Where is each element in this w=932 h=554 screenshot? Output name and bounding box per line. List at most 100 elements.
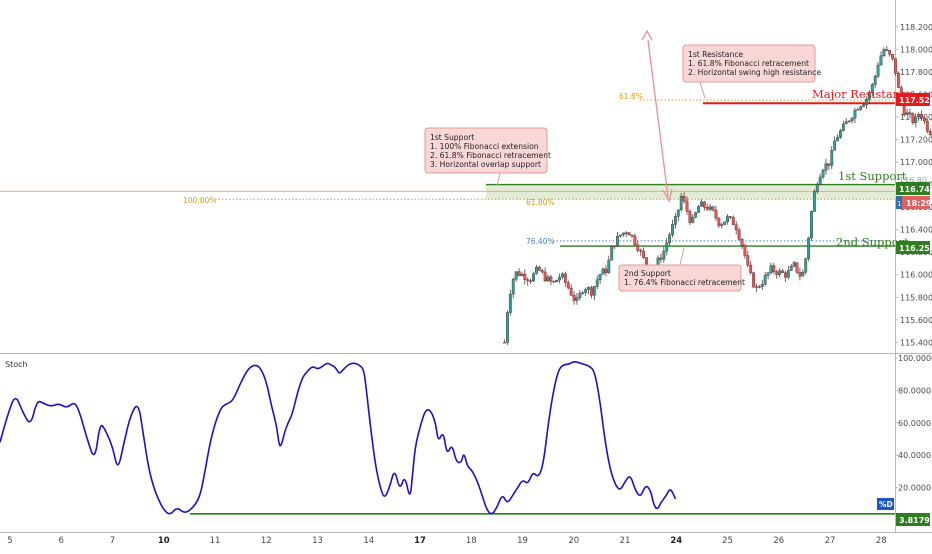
bearish-candle [752,273,754,287]
bullish-candle [761,284,763,286]
bullish-candle [755,287,757,288]
second-support-price-tag[interactable]: 116.254 [896,241,932,254]
major-resistance-price-tag[interactable]: 117.521 [896,93,932,106]
bearish-candle [689,211,691,222]
bearish-candle [570,288,572,295]
bullish-candle [521,274,523,276]
bullish-candle [692,217,694,222]
bearish-candle [912,114,914,123]
stoch-tick-label: 60.0000 [898,419,931,428]
bearish-candle [894,59,896,74]
bullish-candle [848,121,850,122]
resistance-note: 1st Resistance 1. 61.8% Fibonacci retrac… [683,45,821,82]
time-tick-label: 19 [517,536,528,546]
stoch-indicator-label[interactable]: Stoch [5,360,28,369]
bearish-candle [929,131,931,134]
bullish-candle [663,251,665,259]
bearish-candle [758,287,760,288]
price-tick-label: 115.800 [900,293,932,302]
bearish-candle [799,272,801,276]
bullish-candle [793,263,795,267]
bearish-candle [605,269,607,273]
bearish-candle [776,272,778,275]
fib-618-upper-label: 61.8% [619,92,643,101]
bearish-candle [683,196,685,201]
bearish-candle [660,258,662,259]
bearish-candle [796,263,798,273]
time-tick-label: 17 [414,536,426,546]
price-tick-label: 115.400 [900,338,932,347]
bearish-candle [828,164,830,166]
bullish-candle [842,124,844,131]
bullish-candle [726,216,728,221]
bearish-candle [781,271,783,273]
bullish-candle [582,293,584,294]
bearish-candle [553,281,555,282]
bullish-candle [917,114,919,116]
support1-note-line-2: 2. 61.8% Fibonacci retracement [430,151,551,160]
bearish-candle [735,225,737,230]
bearish-candle [544,272,546,281]
bullish-candle [602,269,604,274]
resistance-note-line-2: 2. Horizontal swing high resistance [688,68,821,77]
bullish-candle [558,277,560,280]
bearish-candle [639,250,641,251]
bearish-candle [518,272,520,276]
bullish-candle [599,274,601,279]
bearish-candle [897,73,899,87]
bullish-candle [694,213,696,218]
stoch-current-value-tag[interactable]: 3.8179 [896,513,930,526]
bullish-candle [810,211,812,238]
price-tick-label: 117.000 [900,158,932,167]
time-tick-label: 25 [722,536,733,546]
bullish-candle [822,170,824,177]
bullish-candle [515,272,517,280]
time-tick-label: 6 [59,536,64,546]
price-tick-label: 118.000 [900,45,932,54]
bearish-candle [527,280,529,281]
bearish-candle [631,235,633,236]
bearish-candle [503,342,505,343]
bullish-candle [532,273,534,281]
bullish-candle [906,113,908,115]
time-tick-label: 10 [158,536,170,546]
price-tick-label: 117.800 [900,68,932,77]
bullish-candle [509,294,511,312]
bullish-candle [860,107,862,110]
bullish-candle [854,110,856,118]
time-tick-label: 20 [568,536,579,546]
time-tick-label: 18 [466,536,477,546]
bullish-candle [671,224,673,234]
bullish-candle [851,118,853,121]
svg-text:116.747: 116.747 [899,185,932,194]
bearish-candle [628,233,630,235]
bearish-candle [538,267,540,270]
bullish-candle [770,266,772,273]
bearish-candle [744,245,746,255]
bearish-candle [749,265,751,273]
current-price-tag[interactable]: 116.747 [896,182,932,195]
fib-100-extension-label: 100.00% [183,196,216,205]
support2-note-title: 2nd Support [624,269,671,278]
time-tick-label: 14 [363,536,374,546]
bearish-candle [909,113,911,114]
bullish-candle [608,260,610,273]
bullish-candle [816,184,818,191]
time-tick-label: 5 [7,536,12,546]
stoch-tick-label: 80.0000 [898,386,931,395]
bearish-candle [718,218,720,226]
bullish-candle [802,272,804,276]
time-tick-label: 11 [210,536,221,546]
bullish-candle [611,246,613,260]
bullish-candle [833,141,835,150]
support2-note: 2nd Support 1. 76.4% Fibonacci retraceme… [619,265,745,291]
bullish-candle [831,150,833,165]
bullish-candle [576,298,578,301]
bearish-candle [567,283,569,288]
bullish-candle [862,105,864,107]
stoch-d-line [0,362,675,514]
price-tick-label: 116.000 [900,271,932,280]
